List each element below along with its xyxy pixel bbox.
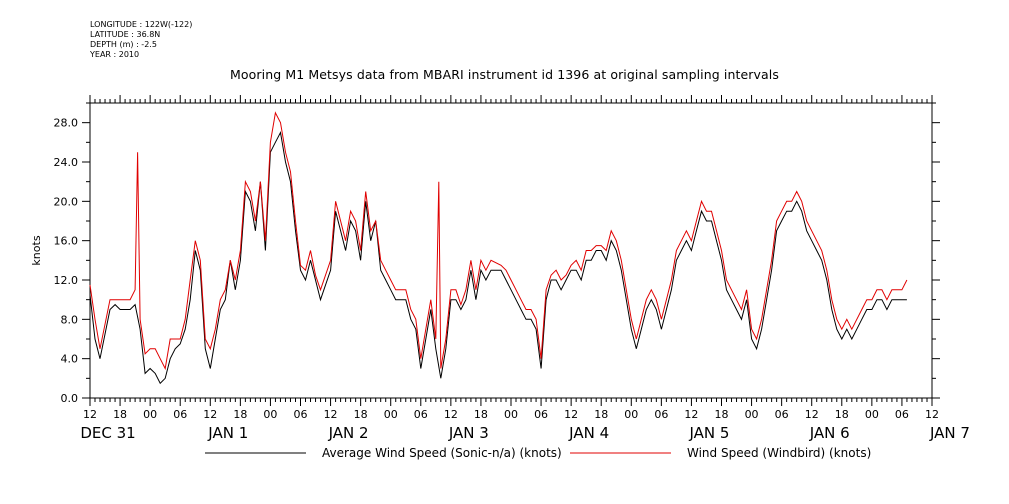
- x-hour-tick-label: 12: [684, 408, 698, 421]
- x-hour-tick-label: 00: [263, 408, 277, 421]
- x-hour-tick-label: 18: [233, 408, 247, 421]
- x-hour-tick-label: 00: [143, 408, 157, 421]
- metadata-block: LONGITUDE : 122W(-122) LATITUDE : 36.8N …: [90, 20, 192, 60]
- y-tick-label: 24.0: [54, 156, 79, 169]
- x-hour-tick-label: 12: [564, 408, 578, 421]
- y-tick-label: 16.0: [54, 235, 79, 248]
- x-hour-tick-label: 12: [444, 408, 458, 421]
- x-hour-tick-label: 06: [895, 408, 909, 421]
- x-hour-tick-label: 00: [384, 408, 398, 421]
- x-day-label: JAN 5: [688, 424, 729, 442]
- year-text: YEAR : 2010: [90, 50, 140, 59]
- x-hour-tick-label: 18: [113, 408, 127, 421]
- x-hour-tick-label: 00: [745, 408, 759, 421]
- x-hour-tick-label: 00: [624, 408, 638, 421]
- x-hour-tick-label: 00: [865, 408, 879, 421]
- x-hour-tick-label: 00: [504, 408, 518, 421]
- x-hour-tick-label: 06: [173, 408, 187, 421]
- y-tick-label: 28.0: [54, 117, 79, 130]
- y-tick-label: 0.0: [61, 392, 79, 405]
- x-day-label: JAN 6: [809, 424, 850, 442]
- x-hour-tick-label: 06: [654, 408, 668, 421]
- x-hour-tick-label: 12: [925, 408, 939, 421]
- plot-frame: [89, 102, 933, 399]
- x-day-label: JAN 3: [448, 424, 489, 442]
- x-hour-tick-label: 18: [594, 408, 608, 421]
- y-tick-label: 4.0: [61, 353, 79, 366]
- chart-title: Mooring M1 Metsys data from MBARI instru…: [230, 67, 779, 82]
- longitude-text: LONGITUDE : 122W(-122): [90, 20, 193, 29]
- x-day-label: JAN 7: [929, 424, 970, 442]
- x-hour-tick-label: 18: [354, 408, 368, 421]
- x-hour-tick-label: 12: [805, 408, 819, 421]
- x-day-label: JAN 4: [568, 424, 609, 442]
- x-hour-tick-label: 18: [835, 408, 849, 421]
- x-hour-tick-label: 06: [414, 408, 428, 421]
- x-day-label: DEC 31: [80, 424, 135, 442]
- legend-sonic-label: Average Wind Speed (Sonic-n/a) (knots): [322, 446, 562, 460]
- x-hour-tick-label: 18: [474, 408, 488, 421]
- y-axis-label: knots: [30, 235, 43, 265]
- series-sonic-line: [89, 130, 907, 385]
- x-day-label: JAN 1: [207, 424, 248, 442]
- x-hour-tick-label: 06: [775, 408, 789, 421]
- depth-text: DEPTH (m) : -2.5: [90, 40, 157, 49]
- x-hour-tick-label: 12: [203, 408, 217, 421]
- x-hour-tick-label: 12: [324, 408, 338, 421]
- x-hour-tick-label: 06: [534, 408, 548, 421]
- y-tick-label: 12.0: [54, 274, 79, 287]
- y-tick-label: 20.0: [54, 195, 79, 208]
- x-day-label: JAN 2: [328, 424, 369, 442]
- y-tick-label: 8.0: [61, 313, 79, 326]
- x-hour-tick-label: 12: [83, 408, 97, 421]
- latitude-text: LATITUDE : 36.8N: [90, 30, 161, 39]
- x-hour-tick-label: 06: [294, 408, 308, 421]
- series-windbird-line: [89, 111, 908, 371]
- x-hour-tick-label: 18: [715, 408, 729, 421]
- legend-windbird-label: Wind Speed (Windbird) (knots): [687, 446, 872, 460]
